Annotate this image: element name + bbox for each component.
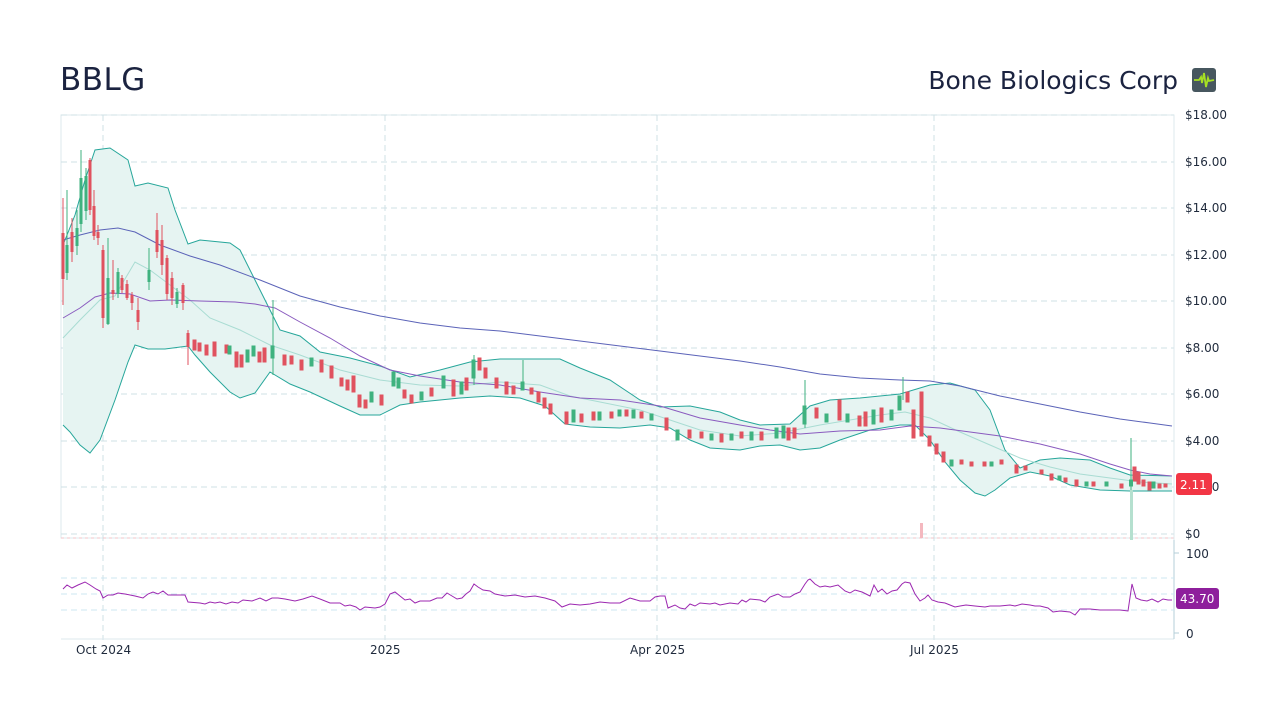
svg-text:$10.00: $10.00 [1185,294,1227,308]
time-axis: Oct 2024 2025 Apr 2025 Jul 2025 [76,643,959,657]
svg-text:43.70: 43.70 [1180,592,1214,606]
svg-text:$18.00: $18.00 [1185,108,1227,122]
bollinger-band-fill [63,148,1172,496]
price-pane[interactable] [60,114,1175,640]
volume-bars [61,490,1174,540]
rsi-tick-100: 100 [1186,547,1209,561]
sma-long-line [62,227,1173,427]
svg-text:$8.00: $8.00 [1185,341,1219,355]
x-tick-oct-2024: Oct 2024 [76,643,131,657]
rsi-value-badge: 43.70 [1176,588,1219,609]
rsi-pane[interactable]: 100 0 43.70 [61,540,1219,641]
rsi-line [62,578,1172,616]
x-tick-2025: 2025 [370,643,401,657]
rsi-tick-0: 0 [1186,627,1194,641]
candlesticks [61,150,1168,540]
rsi-levels [61,577,1174,611]
svg-text:$0: $0 [1185,527,1200,541]
svg-text:$6.00: $6.00 [1185,387,1219,401]
svg-text:$16.00: $16.00 [1185,155,1227,169]
sma-mid-line [62,292,1173,477]
x-tick-jul-2025: Jul 2025 [909,643,959,657]
heartbeat-pulse-icon [1192,68,1216,92]
svg-text:$4.00: $4.00 [1185,434,1219,448]
last-price-badge: 2.11 [1176,473,1212,495]
company-name: Bone Biologics Corp [928,66,1178,95]
ticker-symbol: BBLG [60,62,146,98]
svg-text:$14.00: $14.00 [1185,201,1227,215]
x-tick-apr-2025: Apr 2025 [630,643,685,657]
svg-text:2.11: 2.11 [1180,478,1207,492]
svg-text:$12.00: $12.00 [1185,248,1227,262]
bollinger-upper-line [62,147,1173,477]
price-axis: $18.00 $16.00 $14.00 $12.00 $10.00 $8.00… [1173,108,1227,541]
